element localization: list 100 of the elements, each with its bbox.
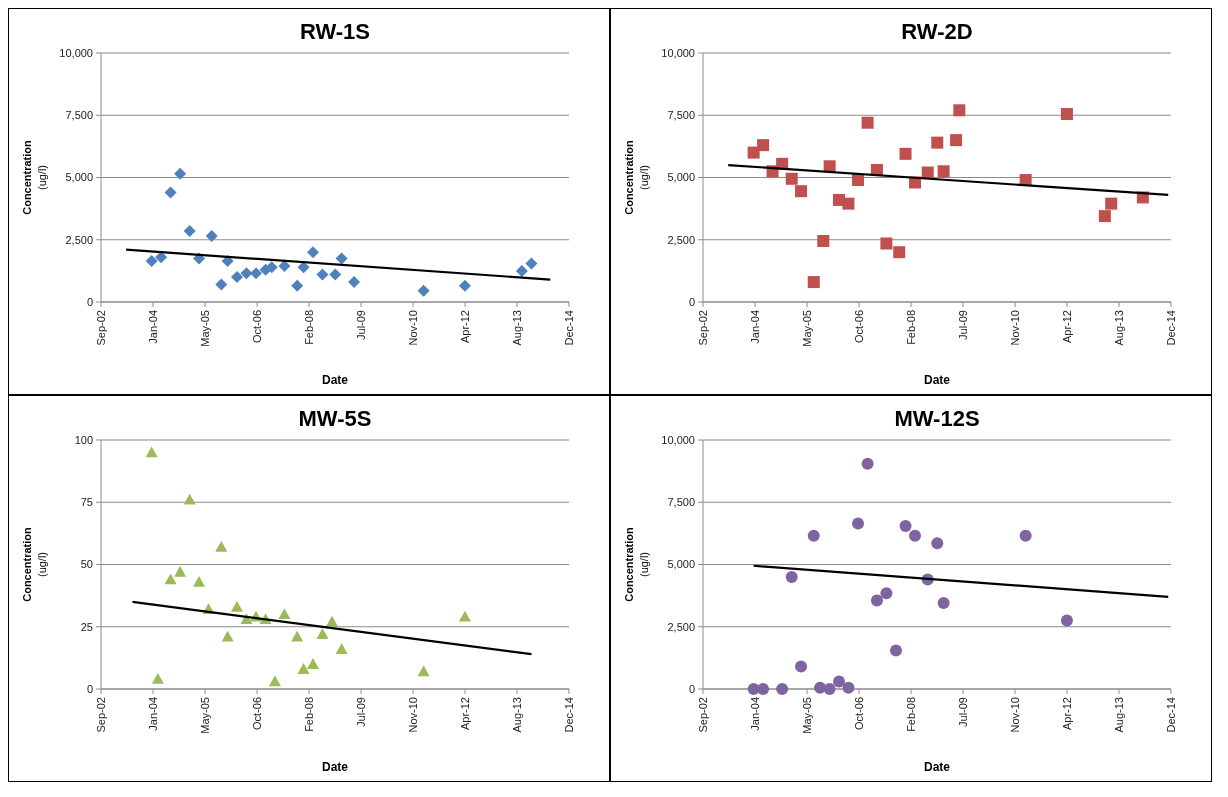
- x-tick-label: Feb-08: [904, 697, 917, 732]
- x-tick-label: Dec-14: [562, 697, 575, 733]
- point: [417, 665, 430, 677]
- y-tick-label: 0: [86, 682, 93, 695]
- y-tick-label: 2,500: [667, 233, 695, 246]
- y-tick-label: 75: [80, 496, 93, 509]
- point: [335, 252, 348, 265]
- point: [417, 284, 430, 297]
- x-tick-label: Dec-14: [562, 310, 575, 346]
- x-tick-label: May-05: [198, 310, 211, 347]
- x-tick-label: Jan-04: [146, 310, 159, 344]
- point: [164, 573, 177, 585]
- point: [174, 167, 187, 180]
- point: [893, 246, 906, 259]
- x-tick-label: Apr-12: [1060, 697, 1073, 731]
- point: [307, 246, 320, 259]
- x-tick-label: Nov-10: [406, 310, 419, 346]
- point: [852, 517, 865, 530]
- x-tick-label: Aug-13: [1112, 697, 1125, 733]
- y-tick-label: 0: [688, 682, 695, 695]
- y-tick-label: 25: [80, 620, 93, 633]
- point: [931, 537, 944, 550]
- point: [297, 663, 310, 674]
- point: [151, 673, 164, 684]
- x-tick-label: Jul-09: [956, 310, 969, 340]
- y-axis-title: Concentration (ug/l): [623, 139, 650, 215]
- y-tick-label: 10,000: [59, 46, 93, 59]
- y-tick-label: 7,500: [667, 109, 695, 122]
- point: [183, 225, 196, 238]
- point: [747, 146, 760, 159]
- y-axis-title: Concentration (ug/l): [623, 526, 650, 602]
- point: [807, 529, 820, 542]
- point: [335, 643, 348, 654]
- point: [221, 630, 234, 642]
- point: [458, 279, 471, 292]
- point: [795, 660, 808, 673]
- point: [950, 134, 963, 147]
- y-tick-label: 5,000: [667, 558, 695, 571]
- x-tick-label: Dec-14: [1164, 697, 1177, 733]
- y-tick-label: 50: [80, 558, 93, 571]
- x-tick-label: Apr-12: [458, 697, 471, 731]
- point: [145, 254, 158, 267]
- x-axis-title: Date: [923, 760, 951, 774]
- point: [814, 681, 827, 694]
- point: [215, 278, 228, 291]
- x-tick-label: May-05: [198, 697, 211, 734]
- x-tick-label: Jul-09: [354, 697, 367, 727]
- point: [899, 519, 912, 532]
- point: [316, 268, 329, 281]
- x-tick-label: Feb-08: [302, 310, 315, 345]
- x-tick-label: May-05: [800, 310, 813, 347]
- point: [785, 172, 798, 185]
- x-tick-label: Aug-13: [510, 310, 523, 346]
- point: [231, 271, 243, 284]
- point: [757, 139, 770, 152]
- point: [953, 104, 966, 117]
- x-tick-label: Nov-10: [1008, 310, 1021, 346]
- point: [268, 675, 281, 687]
- point: [880, 237, 893, 250]
- y-tick-label: 2,500: [667, 620, 695, 633]
- point: [833, 675, 845, 688]
- point: [1105, 197, 1118, 210]
- y-tick-label: 5,000: [65, 171, 93, 184]
- point: [931, 136, 944, 149]
- point: [525, 257, 538, 270]
- x-tick-label: Oct-06: [852, 310, 865, 344]
- point: [145, 446, 158, 458]
- point: [807, 276, 820, 289]
- x-tick-label: Feb-08: [904, 310, 917, 345]
- x-tick-label: Jan-04: [748, 697, 761, 731]
- point: [937, 165, 950, 178]
- y-tick-label: 10,000: [661, 433, 695, 446]
- x-tick-label: Oct-06: [852, 697, 865, 731]
- x-tick-label: Jul-09: [956, 697, 969, 727]
- x-tick-label: Apr-12: [458, 310, 471, 344]
- x-tick-label: Dec-14: [1164, 310, 1177, 346]
- point: [776, 683, 789, 695]
- x-axis-title: Date: [321, 373, 349, 387]
- point: [1098, 210, 1111, 223]
- y-axis-title: Concentration (ug/l): [21, 526, 48, 602]
- x-tick-label: Oct-06: [250, 697, 263, 731]
- point: [795, 185, 808, 198]
- point: [316, 628, 329, 640]
- x-tick-label: Jul-09: [354, 310, 367, 340]
- x-tick-label: Oct-06: [250, 310, 263, 344]
- point: [861, 116, 874, 129]
- point: [240, 267, 253, 280]
- point: [307, 658, 320, 669]
- point: [785, 570, 798, 583]
- point: [291, 279, 304, 292]
- y-tick-label: 7,500: [667, 496, 695, 509]
- point: [183, 493, 196, 505]
- chart-title: RW-1S: [299, 19, 371, 44]
- y-tick-label: 100: [74, 433, 93, 446]
- point: [215, 541, 228, 552]
- chart-title: RW-2D: [901, 19, 973, 44]
- point: [291, 630, 304, 642]
- point: [899, 147, 912, 160]
- y-tick-label: 2,500: [65, 233, 93, 246]
- x-tick-label: Sep-02: [94, 310, 107, 346]
